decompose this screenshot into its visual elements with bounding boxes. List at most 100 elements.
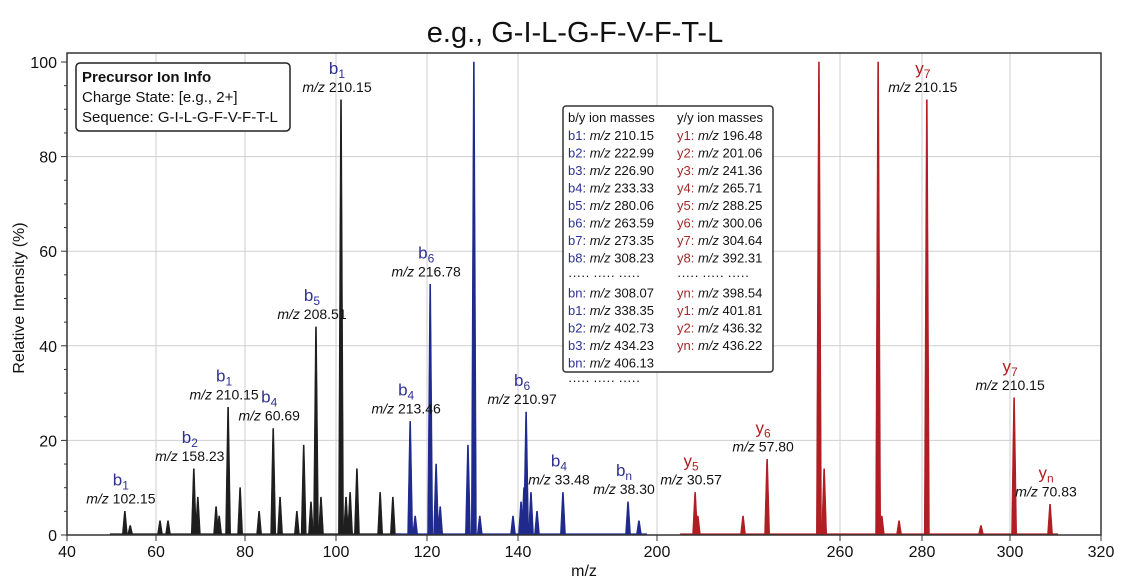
peak <box>237 487 244 536</box>
b-ion-row: b3: m/z 226.90 <box>568 163 654 178</box>
y-tick-label: 0 <box>48 528 57 545</box>
peak <box>127 525 134 536</box>
ion-label: y6 <box>756 418 772 440</box>
peak <box>816 61 822 536</box>
mz-value: m/z 210.15 <box>975 377 1044 393</box>
peak <box>923 99 930 536</box>
peak <box>407 421 414 536</box>
ion-label: b5 <box>304 286 320 308</box>
b-ion-row: b2: m/z 222.99 <box>568 146 654 161</box>
y-tick-label: 20 <box>39 433 57 450</box>
ion-label: y7 <box>1003 357 1019 379</box>
peak <box>300 444 307 536</box>
peak-annotation: y6m/z 57.80 <box>732 418 794 454</box>
ion-label: b4 <box>551 451 567 473</box>
y-tick-label: 40 <box>39 339 57 356</box>
x-tick-label: 80 <box>236 544 254 561</box>
y-ion-row: yn: m/z 398.54 <box>677 286 762 301</box>
peak <box>256 511 263 536</box>
peak <box>875 61 882 536</box>
peaks <box>109 61 1059 536</box>
peak-annotation: b2m/z 158.23 <box>155 428 224 464</box>
peak <box>389 496 396 536</box>
b-ion-row: ····· ····· ····· <box>568 268 640 283</box>
peak-annotation: b6m/z 210.97 <box>487 371 556 407</box>
mz-value: m/z 30.57 <box>660 471 722 487</box>
peak <box>896 520 902 536</box>
peak-annotation: b6m/z 216.78 <box>392 243 461 279</box>
peak <box>528 492 534 536</box>
peak <box>1011 397 1018 536</box>
mz-value: m/z 208.51 <box>277 306 346 322</box>
peak <box>377 492 384 536</box>
ion-label: b4 <box>261 388 277 410</box>
peak <box>625 501 631 536</box>
peak <box>635 520 642 536</box>
ion-label: b1 <box>329 59 345 81</box>
peak <box>510 515 516 536</box>
ion-label: bn <box>616 461 632 483</box>
peak-annotation: ynm/z 70.83 <box>1015 463 1077 499</box>
axes: 40 60 80 100 120 140 200 260 280 300 320 0 20 40 60 80 1… <box>30 55 1114 561</box>
ion-label: b2 <box>182 428 198 450</box>
y-ion-row: y1: m/z 196.48 <box>677 128 762 143</box>
peak-annotation: b1m/z 210.15 <box>302 59 371 95</box>
y-ion-row: y4: m/z 265.71 <box>677 181 762 196</box>
x-tick-label: 280 <box>909 544 936 561</box>
b-ion-row: ····· ····· ····· <box>568 373 640 388</box>
mz-value: m/z 33.48 <box>528 471 590 487</box>
y-ion-row: y1: m/z 401.81 <box>677 303 762 318</box>
b-ion-row: b6: m/z 263.59 <box>568 216 654 231</box>
precursor-charge: Charge State: [e.g., 2+] <box>82 89 238 106</box>
peak <box>433 463 440 536</box>
precursor-heading: Precursor Ion Info <box>82 69 211 86</box>
mz-value: m/z 210.15 <box>189 386 258 402</box>
y-ion-row: y7: m/z 304.64 <box>677 233 762 248</box>
peak <box>313 326 319 536</box>
peak <box>821 468 828 536</box>
b-ion-row: b7: m/z 273.35 <box>568 233 654 248</box>
b-ion-row: b2: m/z 402.73 <box>568 321 654 336</box>
ion-label: y5 <box>684 451 700 473</box>
peak <box>437 506 444 536</box>
b-ion-row: bn: m/z 308.07 <box>568 286 654 301</box>
peak <box>318 496 324 536</box>
y-ion-row: y2: m/z 436.32 <box>677 321 762 336</box>
mz-value: m/z 216.78 <box>392 263 461 279</box>
peak-annotation: b5m/z 208.51 <box>277 286 346 322</box>
peak-annotation: b4m/z 33.48 <box>528 451 590 487</box>
peak <box>412 515 419 536</box>
plot-frame <box>66 52 1102 536</box>
mz-value: m/z 158.23 <box>155 448 224 464</box>
peak <box>277 496 283 536</box>
peak <box>165 520 171 536</box>
precursor-sequence: Sequence: G-I-L-G-F-V-F-T-L <box>82 109 278 126</box>
x-tick-label: 140 <box>505 544 532 561</box>
y-ion-row: y5: m/z 288.25 <box>677 198 762 213</box>
y-ion-row: y2: m/z 201.06 <box>677 146 762 161</box>
chart-title: e.g., G-I-L-G-F-V-F-T-L <box>427 17 723 49</box>
mz-value: m/z 70.83 <box>1015 483 1077 499</box>
ion-label: b6 <box>418 243 434 265</box>
mz-value: m/z 38.30 <box>593 481 655 497</box>
peak-annotation: b4m/z 213.46 <box>372 380 441 416</box>
b-ion-row: b8: m/z 308.23 <box>568 251 654 266</box>
peak <box>293 511 300 536</box>
peak <box>534 511 540 536</box>
ion-label: b4 <box>398 380 414 402</box>
peak <box>470 61 477 536</box>
peak <box>270 428 277 536</box>
peak <box>308 501 314 536</box>
ion-label: yn <box>1038 463 1053 485</box>
y-ion-row: ····· ····· ····· <box>677 268 749 283</box>
peak <box>740 515 746 536</box>
peak-annotation: bnm/z 38.30 <box>593 461 655 497</box>
peak <box>354 468 360 536</box>
b-ion-row: b1: m/z 338.35 <box>568 303 654 318</box>
peak-annotation: y7m/z 210.15 <box>888 59 957 95</box>
peak <box>157 520 163 536</box>
y-tick-label: 100 <box>30 55 57 72</box>
y-tick-label: 80 <box>39 150 57 167</box>
peak <box>977 525 984 536</box>
ion-label: b1 <box>113 470 129 492</box>
